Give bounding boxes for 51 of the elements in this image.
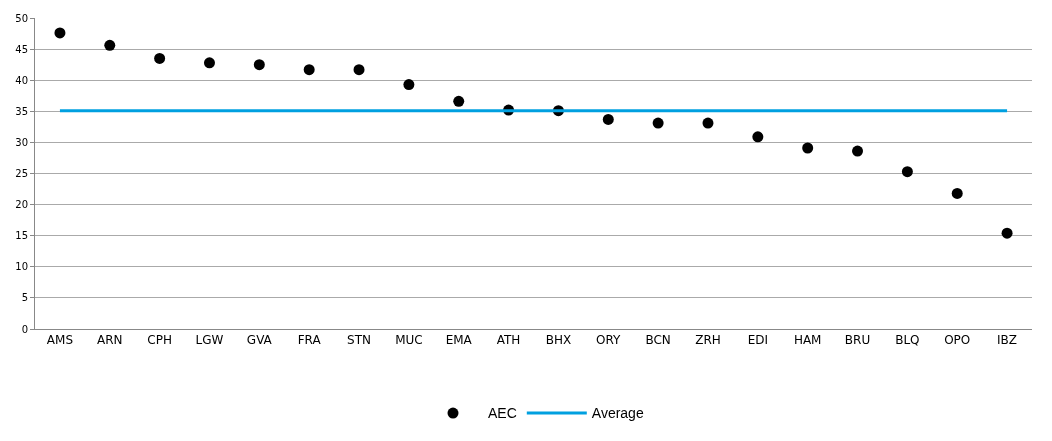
y-tick-label: 50 bbox=[15, 12, 28, 24]
x-tick-label: HAM bbox=[793, 333, 822, 348]
x-tick-label: FRA bbox=[297, 333, 322, 348]
y-tick-label: 35 bbox=[15, 105, 28, 117]
y-tick-label: 5 bbox=[21, 292, 28, 304]
legend-label: Average bbox=[591, 405, 644, 422]
x-tick-label: EMA bbox=[445, 333, 473, 348]
x-tick-label: ARN bbox=[97, 333, 123, 348]
point bbox=[104, 39, 116, 51]
point bbox=[403, 79, 415, 91]
x-tick-label: GVA bbox=[246, 333, 273, 348]
point bbox=[353, 64, 365, 76]
y-tick-label: 0 bbox=[21, 323, 28, 335]
x-tick-label: BHX bbox=[545, 333, 572, 348]
x-tick-label: ATH bbox=[496, 333, 521, 348]
point bbox=[253, 59, 265, 71]
y-tick-label: 10 bbox=[15, 261, 28, 273]
x-tick-label: AMS bbox=[46, 333, 74, 348]
point bbox=[852, 145, 864, 157]
point bbox=[1001, 227, 1013, 239]
x-tick-label: ZRH bbox=[695, 333, 721, 348]
x-tick-label: BLQ bbox=[895, 333, 920, 348]
x-tick-label: STN bbox=[347, 333, 371, 348]
point bbox=[652, 117, 664, 129]
x-tick-label: OPO bbox=[944, 333, 971, 348]
x-tick-label: LGW bbox=[195, 333, 224, 348]
y-tick-label: 30 bbox=[15, 136, 28, 148]
y-tick-label: 25 bbox=[15, 168, 28, 179]
x-tick-label: BCN bbox=[645, 333, 671, 348]
legend-label: AEC bbox=[488, 405, 517, 422]
point bbox=[203, 57, 215, 69]
x-tick-label: BRU bbox=[844, 333, 871, 348]
point bbox=[303, 64, 315, 76]
point bbox=[702, 117, 714, 129]
point bbox=[752, 131, 764, 143]
y-tick-label: 15 bbox=[15, 230, 28, 242]
x-tick-label: IBZ bbox=[997, 333, 1018, 348]
point bbox=[54, 27, 66, 39]
x-tick-label: CPH bbox=[147, 333, 172, 348]
y-tick-label: 20 bbox=[15, 199, 28, 211]
point bbox=[802, 142, 814, 154]
point bbox=[453, 95, 465, 107]
point bbox=[602, 113, 614, 125]
x-tick-label: EDI bbox=[747, 333, 769, 348]
y-tick-label: 45 bbox=[15, 43, 28, 55]
y-tick-label: 40 bbox=[15, 74, 28, 86]
x-tick-label: ORY bbox=[596, 333, 622, 348]
point bbox=[154, 52, 166, 64]
point bbox=[901, 166, 913, 178]
point bbox=[951, 187, 963, 199]
x-tick-label: MUC bbox=[395, 333, 423, 348]
